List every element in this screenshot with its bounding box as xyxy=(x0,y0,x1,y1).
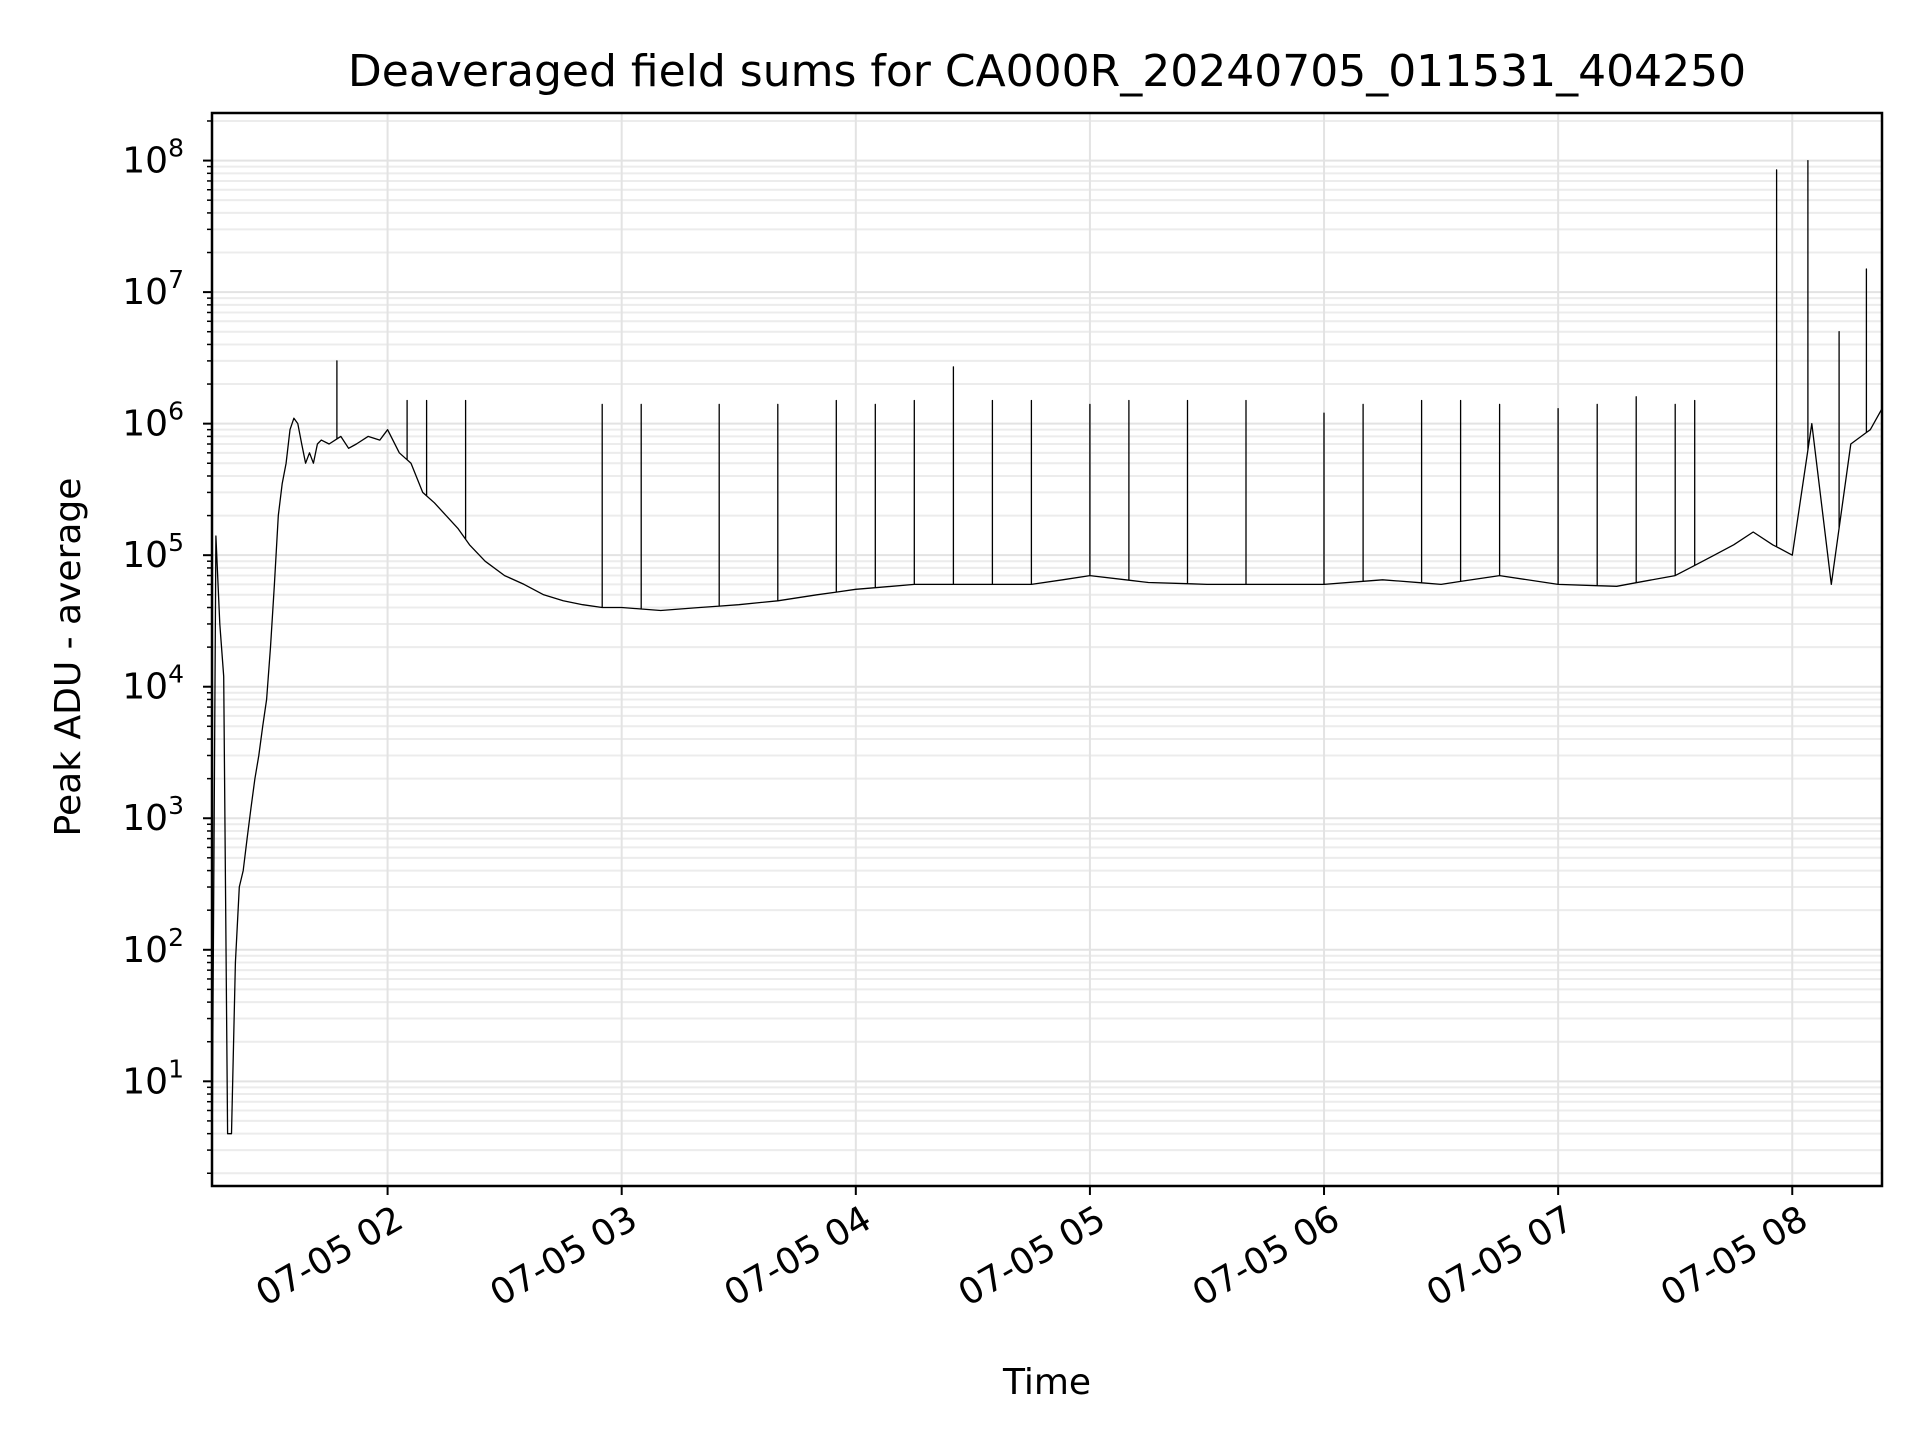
y-tick-label: 108 xyxy=(122,134,184,182)
x-tick-label: 07-05 02 xyxy=(249,1198,410,1314)
series-layer xyxy=(211,159,1883,1174)
x-axis-label: Time xyxy=(1002,1362,1091,1403)
y-axis-label: Peak ADU - average xyxy=(48,478,89,837)
y-tick-label: 102 xyxy=(122,923,184,971)
ticks xyxy=(203,120,1794,1195)
y-tick-label: 106 xyxy=(122,397,184,445)
x-tick-labels: 07-05 02 07-05 03 07-05 04 07-05 05 07-05 06… xyxy=(249,1198,1814,1314)
y-tick-label: 105 xyxy=(122,528,184,576)
x-tick-label: 07-05 08 xyxy=(1654,1198,1815,1314)
y-tick-label: 107 xyxy=(122,265,184,313)
minor-grid xyxy=(212,119,1882,1175)
y-tick-label: 101 xyxy=(122,1054,184,1102)
x-tick-label: 07-05 04 xyxy=(718,1198,879,1314)
series-line xyxy=(211,159,1883,1174)
axes-frame xyxy=(210,111,1884,1188)
y-tick-label: 104 xyxy=(122,660,184,708)
x-tick-label: 07-05 06 xyxy=(1186,1198,1347,1314)
x-tick-label: 07-05 07 xyxy=(1420,1198,1581,1314)
major-grid xyxy=(212,113,1882,1186)
x-tick-label: 07-05 05 xyxy=(952,1198,1113,1314)
chart-title: Deaveraged field sums for CA000R_2024070… xyxy=(348,46,1746,97)
x-tick-label: 07-05 03 xyxy=(484,1198,645,1314)
y-tick-label: 103 xyxy=(122,791,184,839)
y-tick-labels: 101 102 103 104 105 106 107 108 xyxy=(122,134,184,1103)
